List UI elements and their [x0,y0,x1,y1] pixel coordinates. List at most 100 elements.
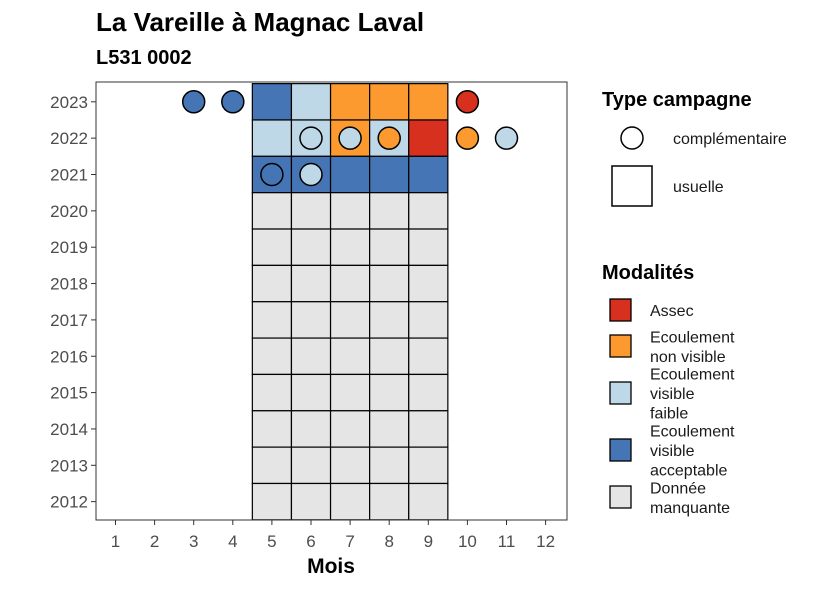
chart-subtitle: L531 0002 [96,47,192,69]
y-tick-2023: 2023 [50,93,88,112]
x-tick-2: 2 [150,532,159,551]
y-tick-2014: 2014 [50,420,88,439]
point-2022-11 [494,126,519,150]
x-tick-5: 5 [267,532,276,551]
x-tick-9: 9 [424,532,433,551]
tile-2015-7 [329,373,371,412]
tile-2020-9 [408,192,449,230]
y-tick-2019: 2019 [50,238,88,257]
tile-2017-6 [290,301,332,339]
tile-2019-9 [408,228,449,266]
legend-modalite-label-0: Assec [650,303,694,320]
x-tick-3: 3 [189,532,198,551]
tile-2022-7 [329,119,371,157]
y-tick-2016: 2016 [50,347,88,366]
tile-2014-5 [251,410,293,448]
tile-2015-9 [408,373,449,412]
point-2021-5 [260,162,284,187]
legend-modalite-label-1: Ecoulement non visible [650,329,735,366]
tile-2019-6 [290,228,332,266]
x-tick-6: 6 [306,532,315,551]
chart-title: La Vareille à Magnac Laval [96,7,424,37]
points-layer [181,90,519,187]
tile-2017-7 [329,301,371,339]
tile-2014-9 [408,410,449,448]
point-2022-7 [338,126,362,150]
tile-2019-5 [251,228,293,266]
tile-2017-8 [369,301,410,339]
tile-2022-5 [251,119,293,157]
tile-2018-7 [329,264,371,303]
tile-2015-6 [290,373,332,412]
point-2022-10 [455,126,480,150]
legend-swatch-1 [609,334,632,358]
tile-2021-7 [329,155,371,194]
point-2023-10 [455,90,480,114]
tile-2023-6 [290,83,332,121]
y-axis: 2012 2013 2014 2015 2016 2017 2018 2019 2020 2021… [50,93,96,512]
tile-2020-8 [369,192,410,230]
tile-2013-9 [408,446,449,485]
tile-2014-6 [290,410,332,448]
y-tick-2013: 2013 [50,456,88,475]
panel-border [95,81,568,521]
legend-type-label-0: complémentaire [673,131,787,148]
legend-modalite-label-4: Donnée manquante [650,480,730,517]
tile-2013-5 [251,446,293,485]
legend-swatch-2 [609,381,632,405]
tile-2018-5 [251,264,293,303]
tile-2014-7 [329,410,371,448]
tile-2016-6 [290,337,332,376]
point-2022-6 [299,126,323,150]
legend-key-square [611,165,653,207]
x-tick-7: 7 [345,532,354,551]
x-axis: 1 2 3 4 5 6 7 8 9 10 11 12 [111,520,555,551]
tile-2015-8 [369,373,410,412]
legend-swatch-4 [609,485,632,509]
point-2021-6 [299,162,323,187]
tile-2018-6 [290,264,332,303]
tile-2013-7 [329,446,371,485]
y-tick-2017: 2017 [50,311,88,330]
x-axis-title: Mois [307,555,355,578]
tile-2016-5 [251,337,293,376]
tile-2017-9 [408,301,449,339]
legend-type-campagne: Type campagne complémentaire usuelle [602,89,787,207]
x-tick-8: 8 [384,532,393,551]
tile-2021-9 [408,155,449,194]
tile-2014-8 [369,410,410,448]
legend-swatch-3 [609,438,632,462]
tile-2016-8 [369,337,410,376]
legend-key-circle [620,126,644,150]
x-tick-10: 10 [458,532,477,551]
tile-2023-5 [251,83,293,121]
tile-2021-8 [369,155,410,194]
tile-2023-7 [329,83,371,121]
tile-2020-5 [251,192,293,230]
tile-2022-9 [408,119,449,157]
tile-2012-5 [251,482,293,521]
tile-2012-9 [408,482,449,521]
point-2023-3 [181,90,206,114]
tile-2013-6 [290,446,332,485]
legend-modalite-label-3: Ecoulement visible acceptable [650,424,735,480]
x-tick-12: 12 [536,532,555,551]
tile-2019-7 [329,228,371,266]
tile-2020-7 [329,192,371,230]
tile-2023-9 [408,83,449,121]
point-2023-4 [221,90,245,114]
tile-2023-8 [369,83,410,121]
legend-swatch-0 [609,298,632,322]
tile-2012-7 [329,482,371,521]
tiles-layer [251,83,449,521]
y-tick-2015: 2015 [50,384,88,403]
tile-2020-6 [290,192,332,230]
legend-modalites-title: Modalités [602,262,694,284]
tile-2016-9 [408,337,449,376]
tile-2015-5 [251,373,293,412]
tile-2018-8 [369,264,410,303]
y-tick-2022: 2022 [50,129,88,148]
tile-2012-8 [369,482,410,521]
legend-modalites: Modalités Assec Ecoulement non visible Ecoul… [602,262,735,517]
tile-2018-9 [408,264,449,303]
